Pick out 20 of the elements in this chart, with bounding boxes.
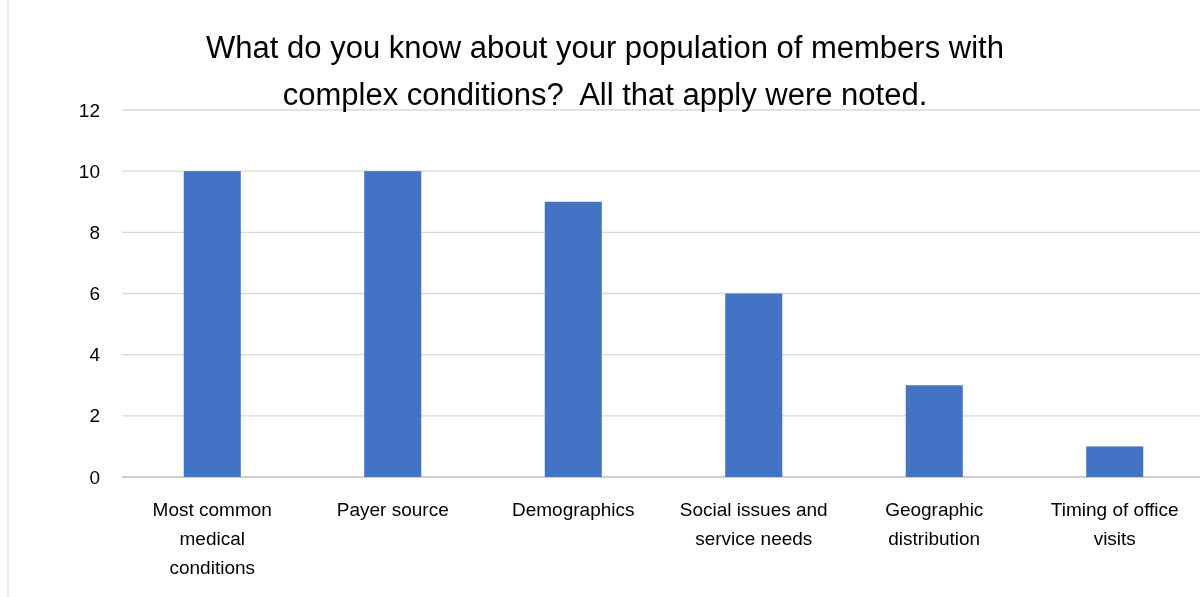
bar <box>544 201 602 477</box>
y-tick-label: 10 <box>78 160 100 182</box>
x-tick-label: Geographic distribution <box>885 499 984 549</box>
bar <box>725 293 783 477</box>
chart-title: What do you know about your population of members with complex conditions? All that apply were noted. <box>206 30 1004 112</box>
x-tick-label: Social issues and service needs <box>679 499 828 549</box>
bar <box>183 171 241 477</box>
y-tick-label: 6 <box>89 283 100 305</box>
x-tick-label: Timing of office visits <box>1050 499 1179 549</box>
y-tick-label: 2 <box>89 405 100 427</box>
y-tick-label: 0 <box>89 466 100 488</box>
bar <box>1086 446 1144 477</box>
y-tick-label: 8 <box>89 221 100 243</box>
x-tick-label: Demographics <box>512 499 635 520</box>
x-tick-label: Payer source <box>336 499 449 520</box>
bar <box>905 385 963 477</box>
y-tick-label: 12 <box>78 99 100 121</box>
x-tick-label: Most common medical conditions <box>152 499 272 578</box>
bar <box>364 171 422 477</box>
y-tick-label: 4 <box>89 344 101 366</box>
